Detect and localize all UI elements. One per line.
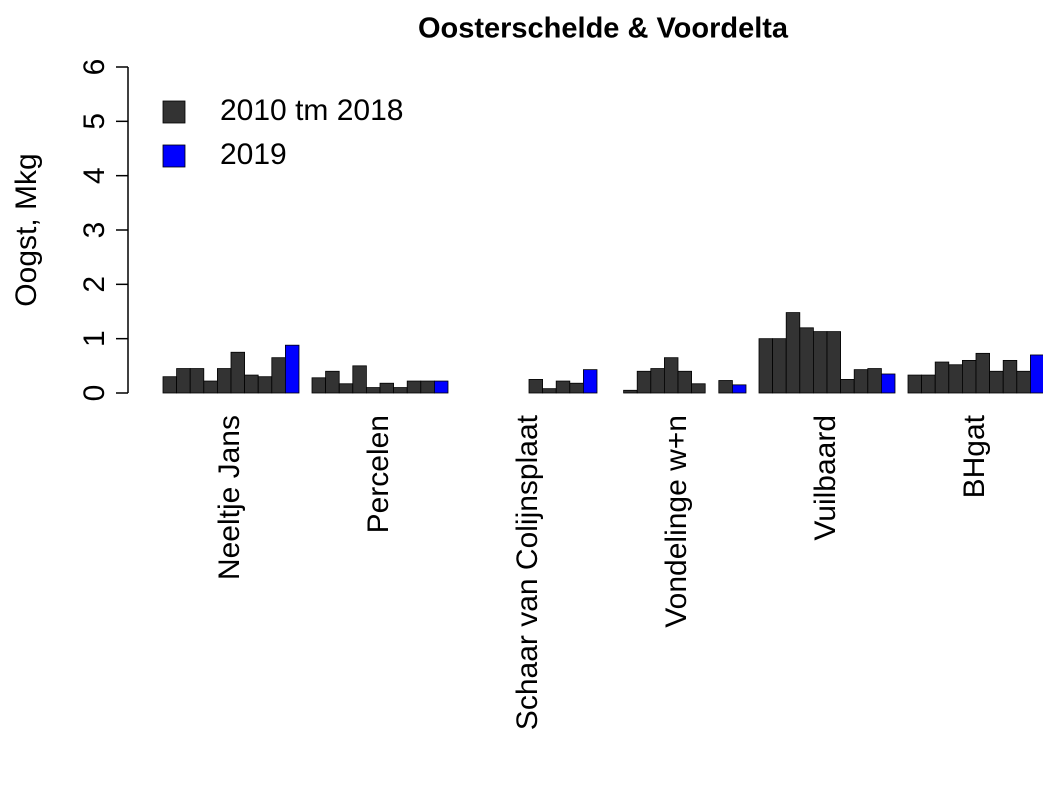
bar [555, 380, 571, 394]
bar [934, 361, 950, 394]
bar [636, 370, 652, 394]
bar [813, 331, 828, 394]
bar [772, 338, 787, 394]
bar [528, 379, 544, 394]
bar [785, 312, 801, 394]
bar [257, 376, 273, 394]
bar [352, 365, 367, 394]
bar [718, 380, 733, 394]
bar [921, 374, 936, 394]
bar [867, 368, 882, 394]
chart-title: Oosterschelde & Voordelta [418, 13, 789, 45]
y-tick-label: 5 [78, 113, 111, 130]
y-tick-label: 3 [78, 222, 111, 239]
bar [365, 387, 381, 394]
bar [244, 374, 259, 394]
bar [203, 380, 218, 394]
x-tick-label: Neeltje Jans [213, 415, 246, 580]
bar [799, 327, 814, 394]
bar [907, 374, 923, 394]
bar [162, 376, 178, 394]
bar [325, 370, 340, 394]
bar [989, 370, 1004, 394]
bar [691, 383, 706, 394]
bar [962, 359, 977, 394]
bar [393, 387, 408, 394]
y-tick-label: 2 [78, 276, 111, 293]
bar [230, 351, 246, 394]
x-tick-label: Vondelinge w+n [660, 415, 693, 628]
bar [1002, 359, 1018, 394]
bar [732, 384, 747, 394]
bar [542, 388, 557, 394]
bar [853, 369, 869, 394]
bar [826, 331, 842, 394]
bar [881, 373, 896, 394]
bar [338, 383, 354, 394]
y-tick-label: 6 [78, 59, 111, 76]
bar [677, 370, 693, 394]
bar [623, 389, 638, 394]
bar [650, 368, 665, 394]
bar [758, 338, 774, 394]
bar [948, 364, 963, 394]
bar [311, 377, 327, 394]
y-tick-label: 4 [78, 167, 111, 184]
bar [569, 382, 584, 394]
x-tick-label: Schaar van Colijnsplaat [511, 414, 544, 730]
bar [284, 344, 300, 394]
legend-swatch [162, 144, 186, 168]
bar [664, 357, 679, 394]
bar [406, 380, 422, 394]
bar [1030, 354, 1043, 394]
bar [216, 368, 232, 394]
x-tick-label: Percelen [362, 415, 395, 533]
bar [840, 379, 855, 394]
x-tick-label: BHgat [958, 414, 991, 498]
bar [176, 368, 191, 394]
bar [583, 369, 598, 394]
legend-label: 2019 [220, 138, 287, 171]
legend-swatch [162, 100, 186, 124]
bar [975, 352, 991, 394]
bar [420, 380, 435, 394]
bar [1016, 370, 1031, 394]
bar [379, 382, 395, 394]
x-tick-label: Vuilbaard [809, 415, 842, 541]
y-tick-label: 0 [78, 385, 111, 402]
bar [433, 380, 449, 394]
bar [271, 357, 286, 394]
y-axis-label: Oogst, Mkg [10, 153, 43, 306]
legend-label: 2010 tm 2018 [220, 94, 403, 127]
y-tick-label: 1 [78, 330, 111, 347]
bar [189, 368, 205, 394]
